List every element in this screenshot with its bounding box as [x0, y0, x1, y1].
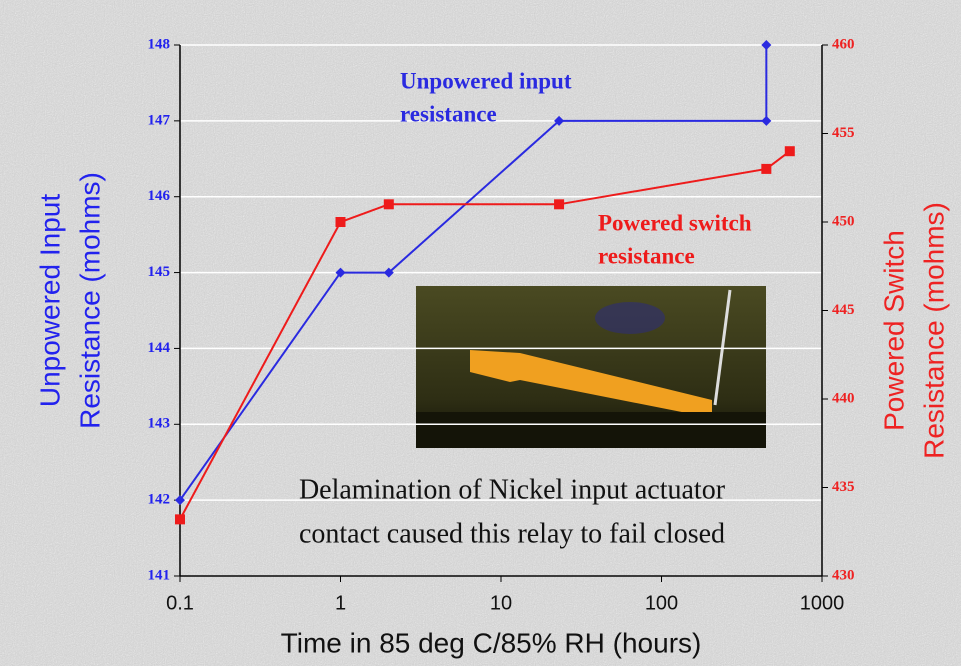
y-tick-label: 144 — [148, 340, 171, 356]
y2-tick-label: 445 — [832, 302, 855, 318]
point — [384, 199, 394, 209]
y2-tick-label: 440 — [832, 390, 855, 406]
x-tick-label: 0.1 — [166, 592, 194, 614]
y2-axis-title: Resistance (mohms) — [918, 202, 949, 459]
y-tick-label: 147 — [148, 112, 171, 128]
y-tick-label: 146 — [148, 188, 171, 204]
y-axis-title: Resistance (mohms) — [74, 172, 105, 429]
point — [761, 164, 771, 174]
y2-tick-label: 450 — [832, 213, 855, 229]
caption: contact caused this relay to fail closed — [299, 518, 725, 549]
annotation: resistance — [598, 243, 695, 268]
y-tick-label: 142 — [148, 492, 171, 508]
y-tick-label: 145 — [148, 264, 171, 280]
annotation: resistance — [400, 101, 497, 126]
annotation: Unpowered input — [400, 68, 572, 93]
x-tick-label: 100 — [645, 592, 678, 614]
chart: 141 142 143 144 145 146 147 148 430 435 440 445 450 4… — [0, 0, 961, 666]
point — [785, 146, 795, 156]
y-tick-label: 148 — [148, 36, 171, 52]
caption: Delamination of Nickel input actuator — [299, 474, 726, 505]
x-tick-label: 1 — [335, 592, 346, 614]
point — [554, 199, 564, 209]
annotation: Powered switch — [598, 210, 752, 235]
y2-axis-title: Powered Switch — [878, 230, 909, 431]
y-tick-label: 141 — [148, 567, 171, 583]
y-axis-title: Unpowered Input — [34, 194, 65, 407]
y2-tick-label: 455 — [832, 125, 855, 141]
y2-tick-label: 460 — [832, 36, 855, 52]
y2-tick-label: 435 — [832, 479, 855, 495]
y2-tick-label: 430 — [832, 567, 855, 583]
y-tick-label: 143 — [148, 416, 171, 432]
point — [336, 217, 346, 227]
x-tick-label: 10 — [490, 592, 512, 614]
x-axis-title: Time in 85 deg C/85% RH (hours) — [281, 627, 702, 658]
x-tick-label: 1000 — [800, 592, 845, 614]
point — [175, 514, 185, 524]
